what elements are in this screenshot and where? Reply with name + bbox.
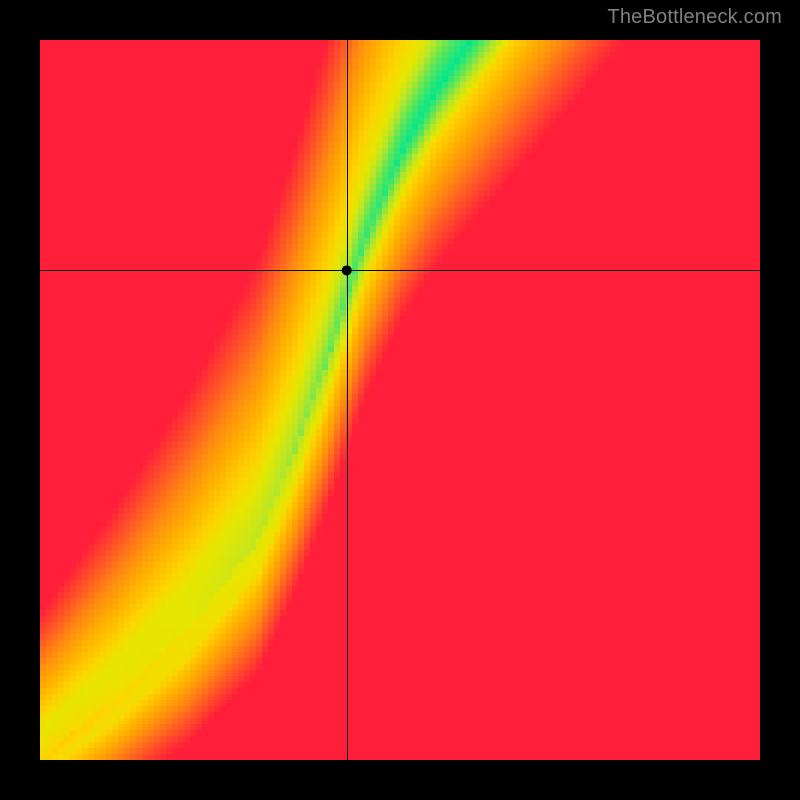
heatmap-plot (40, 40, 760, 760)
watermark-text: TheBottleneck.com (607, 6, 782, 29)
chart-container: TheBottleneck.com (0, 0, 800, 800)
heatmap-canvas (40, 40, 760, 760)
